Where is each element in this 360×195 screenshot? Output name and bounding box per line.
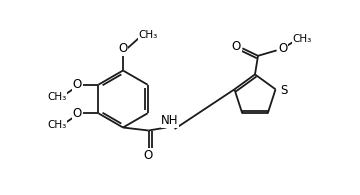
Text: O: O	[278, 42, 287, 55]
Text: NH: NH	[161, 114, 179, 127]
Text: O: O	[118, 42, 128, 55]
Text: O: O	[72, 78, 81, 91]
Text: CH₃: CH₃	[138, 30, 158, 40]
Text: S: S	[280, 84, 288, 97]
Text: CH₃: CH₃	[292, 34, 312, 44]
Text: O: O	[72, 107, 81, 120]
Text: O: O	[144, 149, 153, 162]
Text: CH₃: CH₃	[48, 92, 67, 102]
Text: CH₃: CH₃	[48, 120, 67, 130]
Text: O: O	[232, 40, 241, 53]
